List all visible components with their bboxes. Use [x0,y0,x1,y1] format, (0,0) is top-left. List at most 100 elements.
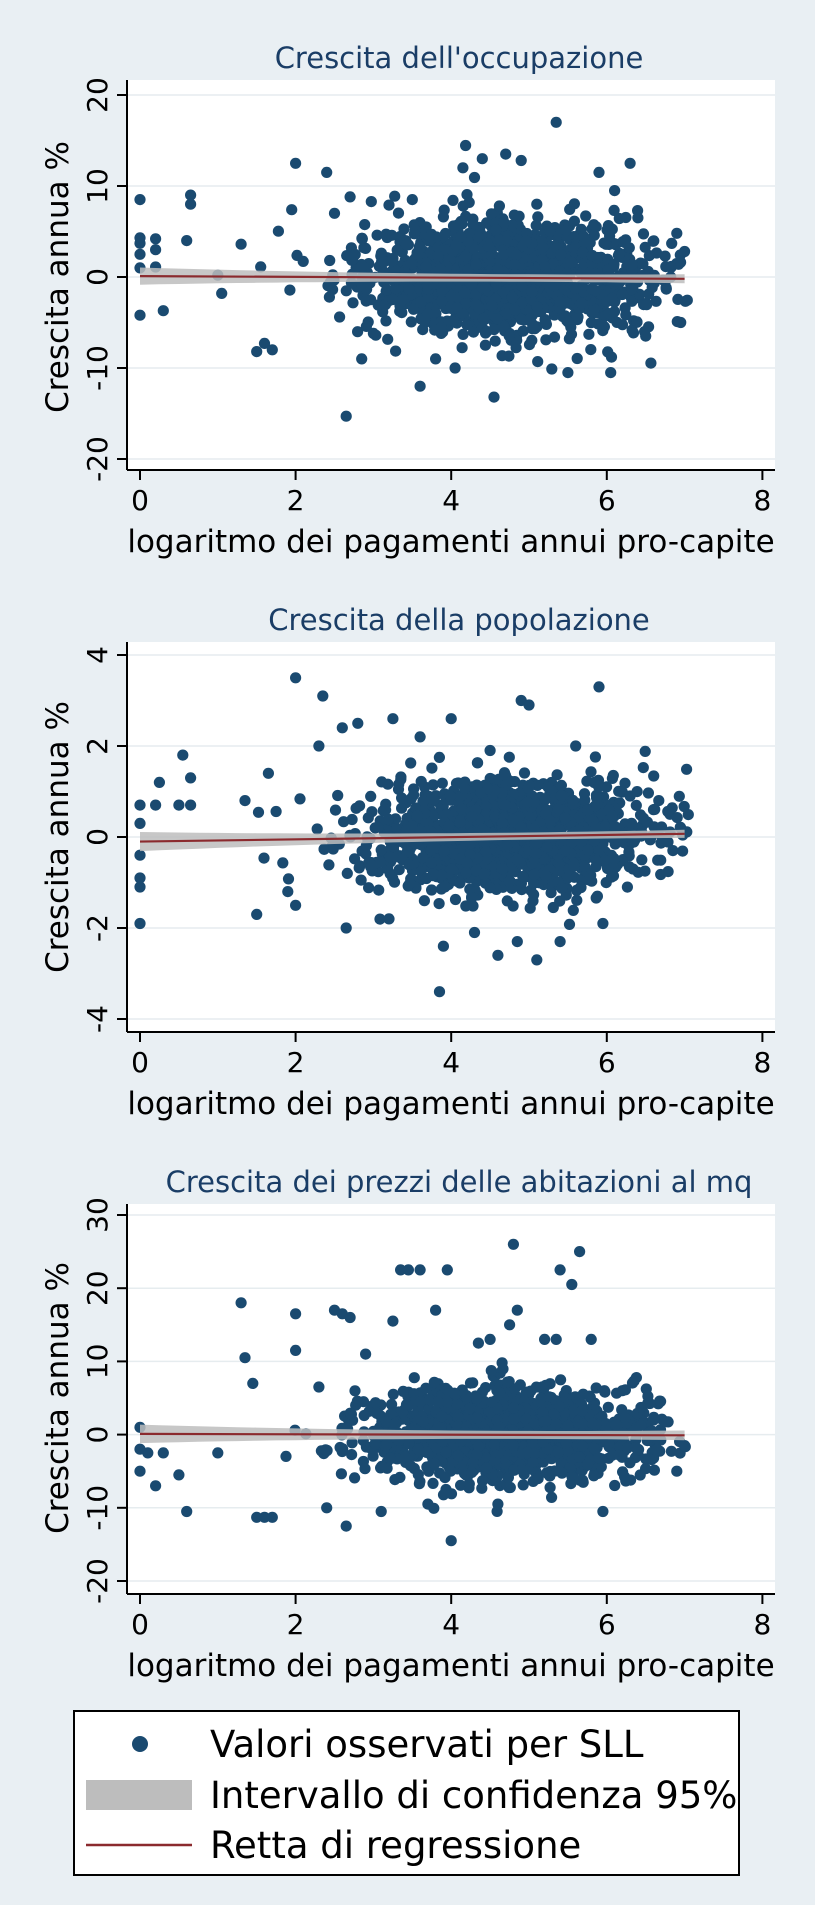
scatter-point [382,813,394,825]
scatter-point [386,255,398,267]
scatter-point [588,1443,600,1455]
scatter-point [366,860,378,872]
scatter-point [439,881,451,893]
scatter-point [508,1464,520,1476]
scatter-point [185,189,197,201]
scatter-point [679,1440,691,1452]
legend-band-symbol [86,1780,192,1810]
scatter-point [404,878,416,890]
scatter-point [539,793,552,806]
scatter-point [631,1444,644,1456]
scatter-point [297,255,309,267]
scatter-point [251,908,263,921]
scatter-point [496,350,508,362]
scatter-point [382,333,394,345]
scatter-point [433,986,446,998]
scatter-point [492,263,504,276]
scatter-point [454,791,466,803]
scatter-point [403,283,415,295]
scatter-point [426,884,438,896]
scatter-point [485,1365,497,1377]
scatter-point [380,1416,393,1428]
scatter-point [403,859,415,871]
scatter-point [472,1337,484,1349]
scatter-point [560,224,572,236]
legend-label-confidence: Intervallo di confidenza 95% [210,1774,737,1817]
scatter-point [367,327,379,339]
scatter-point [466,1466,478,1478]
scatter-point [652,854,664,866]
scatter-point [525,810,537,822]
scatter-point [531,301,543,313]
scatter-point [327,843,339,855]
scatter-point [436,869,448,881]
scatter-point [445,1535,457,1547]
scatter-point [464,1403,476,1415]
scatter-point [573,1451,586,1463]
scatter-point [605,367,617,379]
scatter-point [606,293,618,305]
scatter-point [266,1511,278,1523]
scatter-point [494,1387,506,1399]
y-tick-label: -20 [81,436,114,482]
legend-marker-symbol [132,1736,148,1752]
scatter-point [481,1462,493,1474]
scatter-point [585,1333,597,1345]
scatter-point [568,215,581,227]
scatter-point [247,1377,259,1389]
scatter-point [601,781,613,793]
scatter-point [483,240,495,252]
scatter-point [599,855,611,867]
scatter-point [552,1447,564,1459]
scatter-point [597,1505,609,1518]
legend-label-regression: Retta di regressione [210,1824,581,1867]
scatter-point [445,713,457,725]
scatter-point [590,221,602,233]
scatter-point [272,225,284,237]
scatter-point [338,816,350,828]
scatter-point [371,1407,383,1419]
scatter-point [473,1440,485,1452]
scatter-point [540,316,552,328]
scatter-point [639,241,651,253]
scatter-point [239,1352,251,1364]
scatter-point [608,853,621,865]
scatter-point [579,794,591,806]
scatter-point [441,1264,453,1276]
scatter-point [349,1472,361,1484]
scatter-point [655,1395,667,1407]
scatter-point [523,339,536,351]
scatter-point [430,1304,442,1316]
scatter-point [576,1405,588,1417]
scatter-point [376,776,388,788]
scatter-point [531,198,543,210]
scatter-point [346,1449,358,1461]
scatter-point [460,867,472,879]
scatter-point [334,311,346,323]
scatter-point [671,227,683,239]
scatter-point [493,1421,505,1433]
scatter-point [349,853,361,865]
scatter-point [134,849,146,861]
scatter-point [583,328,595,340]
scatter-point [585,344,597,356]
scatter-point [427,779,439,791]
scatter-point [500,799,512,812]
scatter-point [463,1478,475,1490]
scatter-point [476,153,488,165]
chart-panel-3: Crescita dei prezzi delle abitazioni al … [40,1165,775,1684]
scatter-point [582,1458,594,1470]
scatter-point [673,790,685,802]
scatter-point [643,250,655,262]
scatter-point [428,1376,440,1388]
scatter-point [531,954,543,966]
scatter-point [640,1463,652,1475]
scatter-point [537,1406,549,1418]
scatter-point [445,1465,457,1477]
scatter-point [492,949,504,961]
scatter-point [593,166,605,178]
scatter-point [628,1375,640,1387]
scatter-point [380,315,392,327]
scatter-point [332,789,344,802]
